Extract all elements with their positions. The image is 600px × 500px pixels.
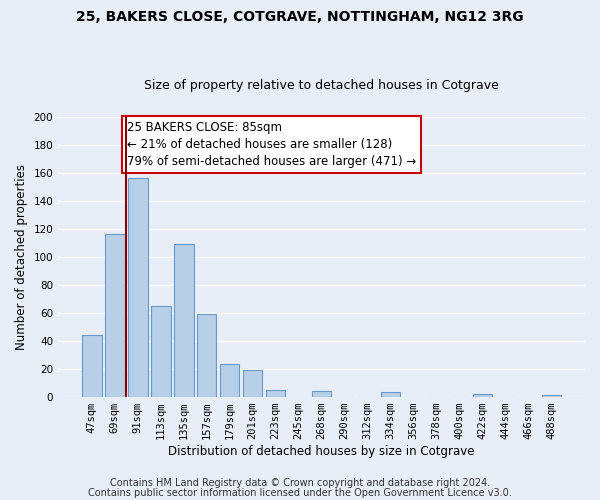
- Text: Contains HM Land Registry data © Crown copyright and database right 2024.: Contains HM Land Registry data © Crown c…: [110, 478, 490, 488]
- X-axis label: Distribution of detached houses by size in Cotgrave: Distribution of detached houses by size …: [169, 444, 475, 458]
- Text: Contains public sector information licensed under the Open Government Licence v3: Contains public sector information licen…: [88, 488, 512, 498]
- Bar: [128, 178, 148, 396]
- Bar: [220, 364, 239, 396]
- Bar: [174, 244, 194, 396]
- Bar: [381, 392, 400, 396]
- Text: 25, BAKERS CLOSE, COTGRAVE, NOTTINGHAM, NG12 3RG: 25, BAKERS CLOSE, COTGRAVE, NOTTINGHAM, …: [76, 10, 524, 24]
- Bar: [105, 234, 125, 396]
- Bar: [243, 370, 262, 396]
- Bar: [197, 314, 217, 396]
- Bar: [473, 394, 492, 396]
- Bar: [542, 395, 561, 396]
- Bar: [151, 306, 170, 396]
- Bar: [266, 390, 286, 396]
- Y-axis label: Number of detached properties: Number of detached properties: [15, 164, 28, 350]
- Title: Size of property relative to detached houses in Cotgrave: Size of property relative to detached ho…: [144, 79, 499, 92]
- Bar: [312, 391, 331, 396]
- Text: 25 BAKERS CLOSE: 85sqm
← 21% of detached houses are smaller (128)
79% of semi-de: 25 BAKERS CLOSE: 85sqm ← 21% of detached…: [127, 121, 416, 168]
- Bar: [82, 335, 101, 396]
